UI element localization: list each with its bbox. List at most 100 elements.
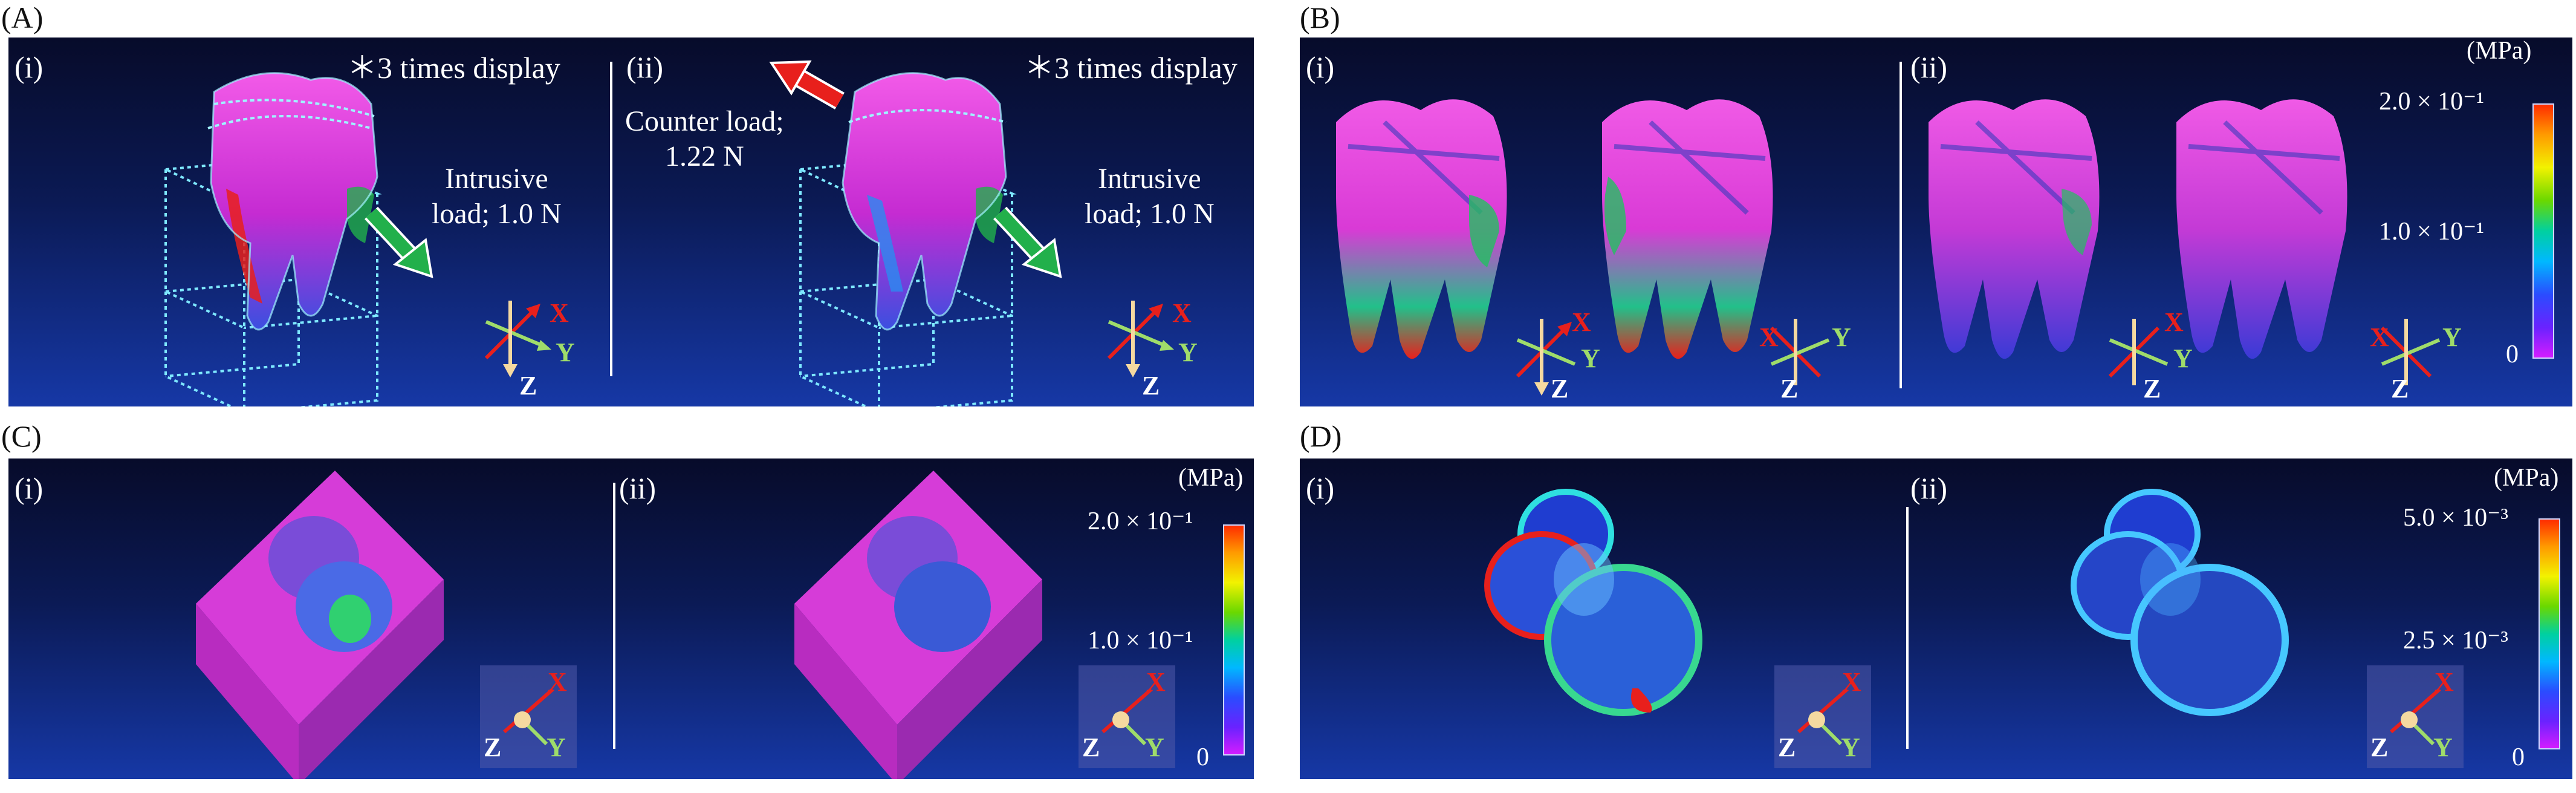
axis-y-label-c-ii: Y [1145, 733, 1164, 762]
axis-triad-b-i [1516, 319, 1576, 396]
socket-d-i [1484, 489, 1702, 716]
axis-y-label-b-i: Y [1581, 344, 1600, 373]
tooth-b-ii-left [1929, 99, 2100, 359]
color-scale-bar-b [2532, 103, 2554, 359]
axis-x-label-d-i: X [1842, 667, 1861, 697]
subpanel-label-b-i: (i) [1306, 50, 1335, 84]
scale-unit-b: (MPa) [2467, 38, 2532, 65]
tooth-model-ii [842, 72, 1007, 331]
axis-x-label-b-i-2: X [1759, 322, 1779, 352]
subpanel-label-d-ii: (ii) [1910, 471, 1948, 505]
panel-a-scene [161, 60, 1174, 406]
axis-box-c-ii: X Z Y [1079, 665, 1175, 768]
display-note-a-ii: ＊3 times display [1024, 51, 1238, 85]
panel-d: (i) (ii) X Z Y X Z Y (MPa) 5.0 × 10⁻³ 2.… [1300, 459, 2572, 779]
display-note-a-i: ＊3 times display [347, 51, 560, 85]
scale-unit-c: (MPa) [1178, 464, 1244, 492]
scale-max-d: 5.0 × 10⁻³ [2403, 504, 2508, 532]
axis-triad-d-ii [2390, 688, 2441, 746]
subpanel-label-b-ii: (ii) [1910, 50, 1948, 84]
panel-b-scene [1336, 99, 2554, 396]
intrusive-load-arrow-i [365, 206, 433, 278]
panel-d-scene [1484, 489, 2560, 749]
subpanel-label-d-i: (i) [1306, 471, 1335, 505]
axis-triad-a-i [484, 301, 551, 377]
axis-y-label-a-i: Y [556, 338, 575, 367]
intrusive-load-label-a-ii: Intrusive load; 1.0 N [1085, 162, 1215, 232]
scale-mid-d: 2.5 × 10⁻³ [2403, 627, 2508, 654]
axis-x-label-b-i: X [1572, 307, 1591, 337]
color-scale-bar-d [2539, 518, 2560, 749]
axis-x-label-c-ii: X [1146, 667, 1166, 697]
load-line2: load; 1.0 N [1085, 198, 1215, 230]
panel-letter-d: (D) [1300, 419, 1342, 453]
axis-x-label-d-ii: X [2435, 667, 2454, 697]
subpanel-label-c-i: (i) [15, 471, 44, 505]
axis-y-label-c-i: Y [547, 733, 566, 762]
counter-line1: Counter load; [625, 105, 784, 137]
axis-y-label-b-i-2: Y [1832, 322, 1851, 352]
axis-x-label-a-i: X [550, 298, 569, 328]
scale-mid-b: 1.0 × 10⁻¹ [2379, 218, 2484, 246]
axis-z-label-d-i: Z [1778, 733, 1796, 762]
panel-letter-c: (C) [1, 419, 42, 453]
axis-triad-b-ii-2 [2380, 319, 2441, 385]
axis-triad-c-ii [1101, 688, 1152, 746]
axis-z-label-d-ii: Z [2370, 733, 2389, 762]
axis-triad-d-i [1797, 688, 1848, 746]
load-line1: Intrusive [1098, 163, 1201, 195]
load-line2: load; 1.0 N [432, 198, 562, 230]
panel-a: (i) ＊3 times display Intrusive load; 1.0… [8, 38, 1254, 406]
scale-min-d: 0 [2512, 743, 2525, 771]
subpanel-label-a-i: (i) [15, 50, 44, 84]
axis-box-d-ii: X Z Y [2367, 665, 2464, 768]
panel-letter-a: (A) [1, 1, 44, 34]
axis-x-label-c-i: X [548, 667, 567, 697]
axis-z-label-b-i-2: Z [1780, 374, 1799, 403]
axis-box-d-i: X Z Y [1774, 665, 1871, 768]
axis-y-label-d-i: Y [1841, 733, 1860, 762]
axis-triad-b-i-2 [1770, 319, 1830, 385]
axis-triad-a-ii [1107, 301, 1174, 377]
axis-y-label-b-ii-2: Y [2442, 322, 2462, 352]
axis-z-label-b-ii: Z [2143, 374, 2161, 403]
axis-y-label-a-ii: Y [1178, 338, 1198, 367]
load-line1: Intrusive [445, 163, 548, 195]
axis-x-label-b-ii-2: X [2370, 322, 2389, 352]
axis-z-label-c-i: Z [484, 733, 502, 762]
axis-x-label-b-ii: X [2164, 307, 2184, 337]
axis-z-label-c-ii: Z [1082, 733, 1100, 762]
subpanel-label-c-ii: (ii) [619, 471, 657, 505]
tooth-b-i-left [1336, 99, 1507, 359]
axis-y-label-b-ii: Y [2173, 344, 2193, 373]
divider-d [1906, 507, 1909, 749]
counter-load-label-a-ii: Counter load; 1.22 N [625, 104, 784, 174]
axis-y-label-d-ii: Y [2433, 733, 2453, 762]
axis-z-label-b-i: Z [1551, 374, 1569, 403]
divider-b [1900, 62, 1902, 388]
counter-line2: 1.22 N [664, 140, 744, 172]
axis-triad-b-ii [2108, 319, 2169, 385]
scale-max-b: 2.0 × 10⁻¹ [2379, 88, 2484, 116]
counter-load-arrow-ii [769, 60, 845, 109]
tooth-model-i [207, 72, 378, 331]
bone-block-c-ii [794, 471, 1042, 779]
panel-c-scene [196, 471, 1245, 779]
scale-min-c: 0 [1196, 743, 1209, 771]
scale-mid-c: 1.0 × 10⁻¹ [1088, 627, 1193, 654]
scale-unit-d: (MPa) [2494, 464, 2559, 492]
tooth-b-ii-right [2176, 99, 2347, 359]
subpanel-label-a-ii: (ii) [626, 50, 664, 84]
divider-a [610, 62, 612, 376]
intrusive-load-arrow-ii [993, 206, 1062, 278]
scale-max-c: 2.0 × 10⁻¹ [1088, 507, 1193, 535]
bone-block-c-i [196, 471, 444, 779]
axis-z-label-a-ii: Z [1142, 371, 1160, 400]
axis-triad-c-i [503, 688, 554, 746]
color-scale-bar-c [1223, 524, 1245, 755]
panel-b: (i) (ii) (MPa) 2.0 × 10⁻¹ 1.0 × 10⁻¹ 0 X… [1300, 38, 2572, 406]
socket-d-ii [2071, 489, 2289, 716]
divider-c [613, 483, 615, 749]
panel-letter-b: (B) [1300, 1, 1340, 34]
panel-c: (i) (ii) X Z Y X Z Y (MPa) 2.0 × 10⁻¹ 1.… [8, 459, 1254, 779]
